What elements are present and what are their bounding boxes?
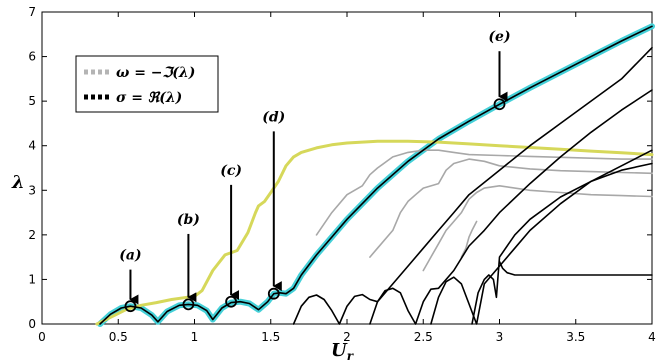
real-series-7 — [498, 260, 653, 276]
annotation-label-4: (e) — [488, 29, 510, 45]
imag-series-10 — [422, 185, 653, 272]
legend: ω = −ℑ(λ) σ = ℜ(λ) — [75, 55, 219, 113]
real-series-4 — [369, 89, 653, 325]
imag-series-8 — [315, 149, 653, 236]
y-tick-label-0: 0 — [28, 317, 36, 331]
legend-label-real: σ = ℜ(λ) — [116, 90, 182, 106]
annotation-label-1: (b) — [177, 212, 200, 228]
y-tick-label-3: 3 — [28, 183, 36, 197]
x-axis-ticks: 0 0.5 1 1.5 2 2.5 3 3.5 4 — [38, 12, 656, 344]
annotation-label-3: (d) — [262, 109, 285, 125]
x-axis-label-main: U — [331, 340, 348, 361]
imag-series-9 — [369, 158, 653, 258]
x-axis-label-sub: r — [347, 349, 355, 363]
legend-box — [75, 55, 219, 113]
y-tick-label-4: 4 — [28, 139, 36, 153]
legend-label-imag: ω = −ℑ(λ) — [116, 65, 195, 81]
x-tick-label-4: 2 — [343, 330, 351, 344]
y-tick-label-2: 2 — [28, 228, 36, 242]
real-series-6 — [471, 162, 653, 325]
imag-series-11 — [460, 220, 478, 258]
real-series-3 — [292, 46, 653, 325]
real-series-5 — [430, 149, 653, 325]
y-tick-label-6: 6 — [28, 50, 36, 64]
y-tick-label-7: 7 — [28, 5, 36, 19]
x-tick-label-0: 0 — [38, 330, 46, 344]
imag-layer — [315, 149, 653, 272]
annotation-layer: (a) (b) (c) (d) (e) — [119, 29, 511, 305]
real-layer — [99, 25, 653, 325]
annotation-label-0: (a) — [119, 248, 141, 264]
y-axis-label: λ — [11, 172, 25, 193]
y-axis-ticks: 0 1 2 3 4 5 6 7 — [28, 5, 652, 331]
x-tick-label-1: 0.5 — [109, 330, 128, 344]
x-tick-label-8: 4 — [648, 330, 656, 344]
y-tick-label-1: 1 — [28, 272, 36, 286]
x-axis-label: Ur — [331, 340, 355, 363]
envelope-series-1 — [95, 139, 654, 326]
x-tick-label-6: 3 — [496, 330, 504, 344]
x-tick-label-3: 1.5 — [261, 330, 280, 344]
x-tick-label-2: 1 — [191, 330, 199, 344]
x-tick-label-7: 3.5 — [566, 330, 585, 344]
annotation-label-2: (c) — [220, 163, 242, 179]
x-tick-label-5: 2.5 — [414, 330, 433, 344]
y-tick-label-5: 5 — [28, 94, 36, 108]
real-series-2 — [99, 25, 653, 325]
